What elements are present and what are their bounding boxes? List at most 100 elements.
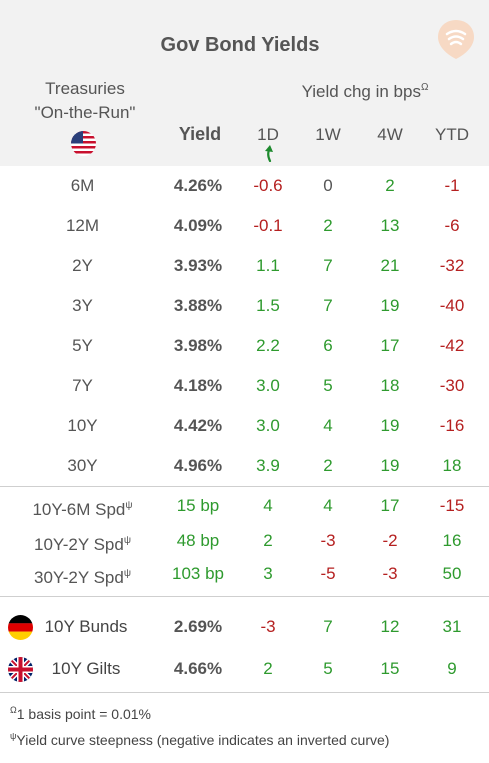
yield-value: 4.09% bbox=[173, 216, 223, 235]
change-1d: 2 bbox=[263, 531, 273, 550]
change-ytd: -16 bbox=[439, 416, 465, 435]
footnote-steepness: ψYield curve steepness (negative indicat… bbox=[10, 731, 389, 748]
yield-value: 4.26% bbox=[173, 176, 223, 195]
row-label: 10Y-6M Spdψ bbox=[0, 491, 165, 525]
change-4w: 19 bbox=[380, 456, 400, 475]
spread-label: 10Y-2Y Spd bbox=[34, 535, 124, 554]
yield-value: 4.42% bbox=[173, 416, 223, 435]
table-row: 5Y 3.98% 2.2 6 17 -42 bbox=[0, 331, 489, 361]
curved-arrow-icon bbox=[265, 145, 273, 162]
change-1d: -0.1 bbox=[253, 216, 283, 235]
yield-value: 4.66% bbox=[173, 659, 223, 678]
spread-value: 15 bp bbox=[176, 496, 220, 515]
steepness-mark: ψ bbox=[125, 500, 133, 511]
yield-value: 3.88% bbox=[173, 296, 223, 315]
footnote-text: Yield curve steepness (negative indicate… bbox=[16, 732, 390, 748]
table-row: 10Y 4.42% 3.0 4 19 -16 bbox=[0, 411, 489, 441]
change-ytd: -32 bbox=[439, 256, 465, 275]
change-4w: 17 bbox=[380, 336, 400, 355]
yield-value: 3.93% bbox=[173, 256, 223, 275]
spread-value: 103 bp bbox=[172, 564, 224, 583]
change-1w: 7 bbox=[323, 296, 333, 315]
change-ytd: 18 bbox=[442, 456, 462, 475]
yield-value: 4.18% bbox=[173, 376, 223, 395]
change-4w: 12 bbox=[380, 617, 400, 636]
table-row: 10Y-2Y Spdψ 48 bp 2 -3 -2 16 bbox=[0, 526, 489, 556]
change-1w: 7 bbox=[323, 617, 333, 636]
change-1w: 4 bbox=[323, 496, 333, 515]
table-row: 7Y 4.18% 3.0 5 18 -30 bbox=[0, 371, 489, 401]
change-4w: 19 bbox=[380, 416, 400, 435]
change-1w: -3 bbox=[320, 531, 336, 550]
row-label: 2Y bbox=[72, 256, 93, 275]
change-1w: 6 bbox=[323, 336, 333, 355]
steepness-mark: ψ bbox=[123, 568, 131, 579]
basis-point-mark: Ω bbox=[420, 82, 429, 93]
change-ytd: -42 bbox=[439, 336, 465, 355]
change-ytd: 50 bbox=[442, 564, 462, 583]
change-1w: 2 bbox=[323, 216, 333, 235]
yield-change-header: Yield chg in bpsΩ bbox=[270, 82, 460, 102]
change-1w: 2 bbox=[323, 456, 333, 475]
table-row: 10Y Gilts 4.66% 2 5 15 9 bbox=[0, 654, 489, 684]
column-ytd: YTD bbox=[435, 125, 469, 144]
section-divider bbox=[0, 596, 489, 597]
change-1w: 5 bbox=[323, 659, 333, 678]
change-4w: -2 bbox=[382, 531, 398, 550]
yield-value: 2.69% bbox=[173, 617, 223, 636]
row-label: 10Y Bunds bbox=[44, 617, 128, 636]
section-divider bbox=[0, 486, 489, 487]
table-row: 3Y 3.88% 1.5 7 19 -40 bbox=[0, 291, 489, 321]
change-1d: 1.1 bbox=[256, 256, 280, 275]
footnote-basis-point: Ω1 basis point = 0.01% bbox=[10, 705, 151, 722]
table-row: 2Y 3.93% 1.1 7 21 -32 bbox=[0, 251, 489, 281]
row-label: 10Y Gilts bbox=[51, 659, 121, 678]
change-1w: -5 bbox=[320, 564, 336, 583]
page-title: Gov Bond Yields bbox=[160, 34, 320, 56]
table-header: Gov Bond Yields Treasuries "On-the-Run" … bbox=[0, 0, 489, 166]
column-1d: 1D bbox=[257, 125, 279, 144]
yield-change-label: Yield chg in bps bbox=[301, 82, 421, 101]
change-4w: 2 bbox=[385, 176, 395, 195]
table-row: 30Y-2Y Spdψ 103 bp 3 -5 -3 50 bbox=[0, 559, 489, 589]
change-ytd: -30 bbox=[439, 376, 465, 395]
column-1w: 1W bbox=[315, 125, 341, 144]
change-4w: 13 bbox=[380, 216, 400, 235]
table-row: 12M 4.09% -0.1 2 13 -6 bbox=[0, 211, 489, 241]
footnote-mark: ψ bbox=[10, 731, 17, 741]
steepness-mark: ψ bbox=[123, 535, 131, 546]
treasuries-label: Treasuries "On-the-Run" bbox=[10, 77, 160, 125]
change-1w: 5 bbox=[323, 376, 333, 395]
change-1d: 2.2 bbox=[256, 336, 280, 355]
row-label: 3Y bbox=[72, 296, 93, 315]
yield-value: 4.96% bbox=[173, 456, 223, 475]
change-1d: 3.0 bbox=[256, 416, 280, 435]
change-4w: 15 bbox=[380, 659, 400, 678]
change-1d: 2 bbox=[263, 659, 273, 678]
change-1d: 4 bbox=[263, 496, 273, 515]
treasuries-line2: "On-the-Run" bbox=[34, 103, 136, 122]
change-1d: -0.6 bbox=[253, 176, 283, 195]
signal-logo-icon bbox=[438, 20, 474, 59]
table-row: 30Y 4.96% 3.9 2 19 18 bbox=[0, 451, 489, 481]
change-1d: 3.0 bbox=[256, 376, 280, 395]
change-ytd: -6 bbox=[444, 216, 460, 235]
change-4w: 19 bbox=[380, 296, 400, 315]
change-1w: 0 bbox=[323, 176, 333, 195]
treasuries-line1: Treasuries bbox=[45, 79, 125, 98]
change-1d: 3 bbox=[263, 564, 273, 583]
row-label: 30Y bbox=[67, 456, 98, 475]
row-label: 10Y bbox=[67, 416, 98, 435]
table-row: 6M 4.26% -0.6 0 2 -1 bbox=[0, 171, 489, 201]
spread-value: 48 bp bbox=[176, 531, 220, 550]
uk-flag-icon bbox=[8, 657, 33, 682]
row-label: 5Y bbox=[72, 336, 93, 355]
change-ytd: 31 bbox=[442, 617, 462, 636]
yield-value: 3.98% bbox=[173, 336, 223, 355]
row-label: 30Y-2Y Spdψ bbox=[0, 559, 165, 593]
us-flag-icon bbox=[71, 131, 96, 156]
spread-label: 30Y-2Y Spd bbox=[34, 568, 124, 587]
row-label: 7Y bbox=[72, 376, 93, 395]
footnote-mark: Ω bbox=[10, 705, 17, 715]
change-1d: -3 bbox=[260, 617, 276, 636]
